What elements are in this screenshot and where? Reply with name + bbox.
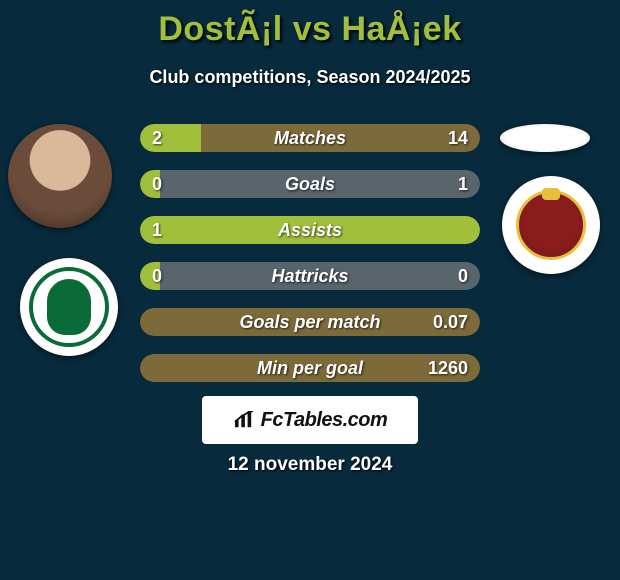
team-right-badge-shield	[516, 190, 586, 260]
stat-label: Hattricks	[140, 262, 480, 290]
stat-value-right: 14	[448, 124, 468, 152]
stat-row-hattricks: 0 Hattricks 0	[140, 262, 480, 290]
team-right-badge	[502, 176, 600, 274]
team-left-badge	[20, 258, 118, 356]
stat-row-min-per-goal: Min per goal 1260	[140, 354, 480, 382]
player-left-avatar	[8, 124, 112, 228]
stat-label: Goals per match	[140, 308, 480, 336]
stat-label: Goals	[140, 170, 480, 198]
footer-logo-text: FcTables.com	[261, 409, 388, 432]
stat-row-goals-per-match: Goals per match 0.07	[140, 308, 480, 336]
footer-logo: FcTables.com	[202, 396, 418, 444]
stat-label: Assists	[140, 216, 480, 244]
stat-row-assists: 1 Assists	[140, 216, 480, 244]
comparison-bars: 2 Matches 14 0 Goals 1 1 Assists 0 Hattr…	[140, 124, 480, 400]
page-subtitle: Club competitions, Season 2024/2025	[0, 67, 620, 88]
stat-value-right: 0.07	[433, 308, 468, 336]
team-left-badge-ring	[29, 267, 109, 347]
footer-date: 12 november 2024	[0, 454, 620, 476]
stat-row-goals: 0 Goals 1	[140, 170, 480, 198]
player-right-avatar	[500, 124, 590, 152]
stat-value-right: 0	[458, 262, 468, 290]
bar-chart-icon	[233, 411, 255, 429]
stat-row-matches: 2 Matches 14	[140, 124, 480, 152]
team-left-badge-shape	[47, 279, 91, 335]
stat-value-right: 1	[458, 170, 468, 198]
stat-value-right: 1260	[428, 354, 468, 382]
page-title: DostÃ¡l vs HaÅ¡ek	[0, 0, 620, 49]
stat-label: Matches	[140, 124, 480, 152]
